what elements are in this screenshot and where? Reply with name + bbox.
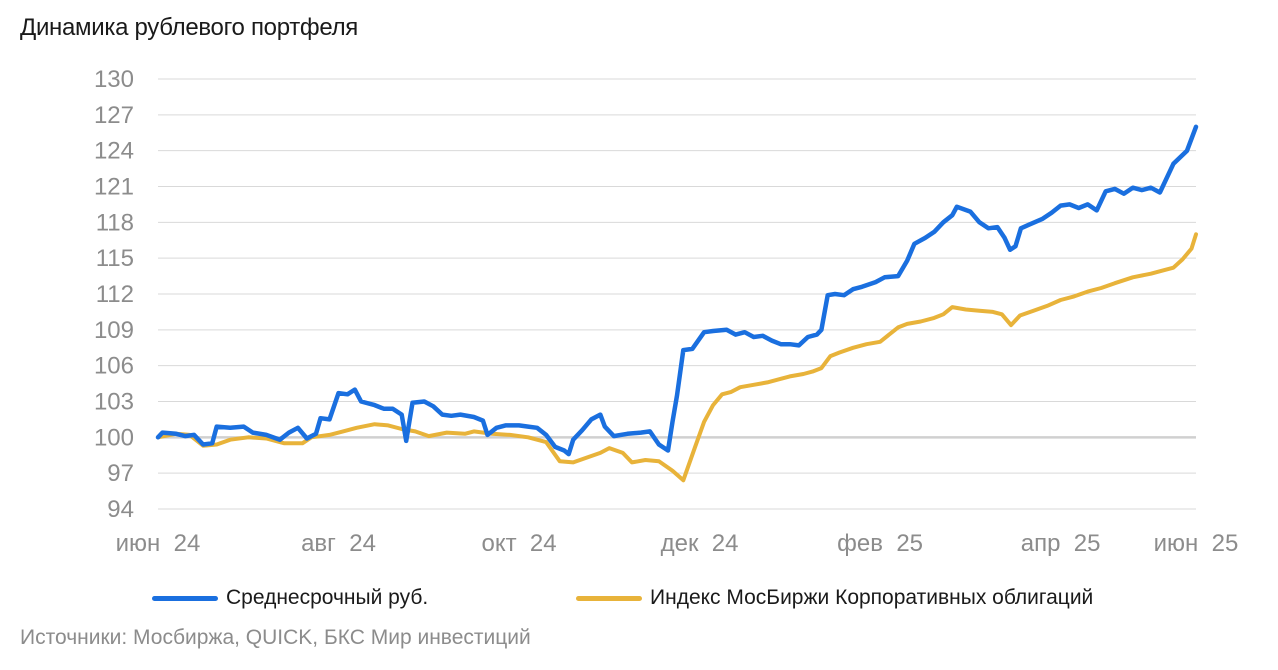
x-tick-label: окт 24 [481,530,556,557]
legend-item-series-2: Индекс МосБиржи Корпоративных облигаций [576,586,1093,610]
series-line-srednesrochny [155,124,1199,457]
x-tick-label: дек 24 [661,530,739,557]
y-tick-label: 100 [94,424,134,451]
x-tick-label: фев 25 [837,530,923,557]
x-tick-label: авг 24 [301,530,376,557]
y-tick-label: 94 [107,496,134,523]
source-note: Источники: Мосбиржа, QUICK, БКС Мир инве… [20,626,531,649]
y-tick-label: 124 [94,138,134,165]
series-lines [155,124,1199,483]
y-tick-label: 103 [94,389,134,416]
series-line-index-corp-bonds [156,232,1198,483]
y-tick-label: 127 [94,102,134,129]
legend-swatch-series-1 [152,595,218,601]
y-tick-label: 97 [107,460,134,487]
line-chart: 94 97 100 103 106 109 112 115 118 121 124 127 130 ию… [94,66,1239,557]
gridlines [158,78,1196,510]
legend-label-series-2: Индекс МосБиржи Корпоративных облигаций [650,586,1094,609]
y-axis-ticks: 94 97 100 103 106 109 112 115 118 121 124 127 130 [94,66,134,523]
x-tick-label: апр 25 [1021,530,1101,557]
y-tick-label: 109 [94,317,134,344]
legend-swatch-series-2 [576,595,642,601]
x-axis-ticks: июн 24 авг 24 окт 24 дек 24 фев 25 апр 25 июн … [116,530,1239,557]
y-tick-label: 130 [94,66,134,93]
legend-label-series-1: Среднесрочный руб. [226,586,429,609]
y-tick-label: 118 [96,209,134,236]
y-tick-label: 115 [96,245,134,272]
legend-item-series-1: Среднесрочный руб. [152,586,428,610]
y-tick-label: 121 [94,174,134,201]
y-tick-label: 112 [96,281,134,308]
x-tick-label: июн 25 [1154,530,1239,557]
x-tick-label: июн 24 [116,530,201,557]
legend: Среднесрочный руб. Индекс МосБиржи Корпо… [0,586,1278,616]
chart-title: Динамика рублевого портфеля [20,14,359,41]
y-tick-label: 106 [94,353,134,380]
